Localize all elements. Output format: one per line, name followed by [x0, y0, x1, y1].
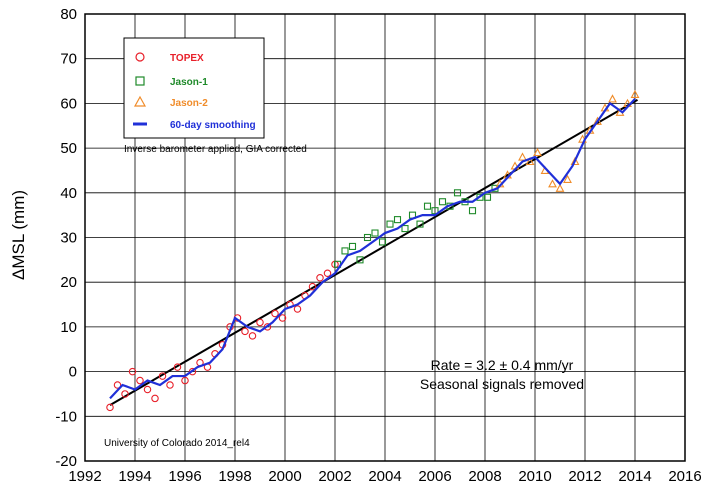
- point-topex: [248, 332, 257, 340]
- legend-jason1-label: Jason-1: [170, 77, 208, 88]
- y-axis-label: ΔMSL (mm): [9, 190, 28, 280]
- y-tick-label: 0: [69, 364, 77, 381]
- legend-topex-label: TOPEX: [170, 53, 204, 64]
- x-tick-label: 2006: [418, 468, 451, 485]
- legend-jason1-marker: [135, 76, 145, 86]
- point-jason-2: [630, 89, 640, 99]
- point-jason-1: [483, 193, 492, 201]
- point-topex: [188, 367, 197, 376]
- point-topex: [143, 385, 152, 394]
- point-jason-2: [518, 152, 527, 161]
- y-tick-label: 10: [60, 319, 77, 336]
- seasonal-annotation: Seasonal signals removed: [420, 376, 584, 392]
- point-jason-2: [570, 156, 580, 166]
- rate-annotation: Rate = 3.2 ± 0.4 mm/yr: [431, 357, 574, 373]
- x-tick-label: 2012: [568, 468, 601, 485]
- y-tick-label: 50: [60, 140, 77, 157]
- point-topex: [271, 309, 279, 318]
- point-jason-2: [555, 183, 565, 192]
- point-jason-1: [371, 229, 379, 237]
- y-tick-label: 80: [60, 6, 77, 23]
- x-tick-label: 2016: [668, 468, 701, 485]
- point-jason-2: [533, 147, 542, 157]
- legend-smoothing-label: 60-day smoothing: [170, 120, 256, 131]
- y-tick-label: 70: [60, 51, 77, 68]
- plot-frame: [84, 13, 686, 462]
- point-jason-1: [378, 238, 387, 246]
- point-jason-2: [563, 174, 572, 183]
- point-topex: [293, 305, 302, 313]
- point-topex: [173, 363, 182, 371]
- point-jason-1: [438, 198, 447, 206]
- point-topex: [128, 367, 137, 376]
- point-jason-2: [608, 94, 617, 103]
- x-tick-label: 2014: [618, 468, 651, 485]
- y-tick-label: 40: [60, 185, 77, 202]
- point-jason-1: [431, 207, 439, 215]
- point-jason-1: [341, 247, 349, 255]
- point-jason-1: [468, 207, 477, 215]
- legend-jason2-label: Jason-2: [170, 98, 208, 109]
- x-tick-label: 1992: [68, 468, 101, 485]
- point-topex: [241, 327, 249, 336]
- point-jason-2: [525, 156, 535, 166]
- point-topex: [278, 314, 287, 322]
- x-tick-label: 1998: [218, 468, 251, 485]
- point-topex: [113, 381, 122, 389]
- x-tick-label: 2010: [518, 468, 551, 485]
- point-jason-2: [548, 179, 557, 188]
- y-tick-label: 30: [60, 230, 77, 247]
- point-jason-1: [416, 220, 424, 228]
- point-jason-1: [393, 216, 402, 224]
- trend-line: [109, 98, 639, 406]
- point-topex: [263, 323, 272, 331]
- point-jason-1: [423, 202, 432, 210]
- y-tick-label: 60: [60, 95, 77, 112]
- legend-topex-marker: [135, 52, 145, 62]
- point-topex: [256, 318, 264, 327]
- point-topex: [308, 282, 317, 291]
- correction-note: Inverse barometer applied, GIA corrected: [124, 144, 307, 155]
- legend: TOPEX Jason-1 Jason-2 60-day smoothing: [123, 37, 265, 139]
- x-tick-label: 2002: [318, 468, 351, 485]
- point-topex: [181, 376, 189, 385]
- point-topex: [151, 394, 159, 403]
- source-annotation: University of Colorado 2014_rel4: [104, 438, 250, 449]
- x-tick-label: 2000: [268, 468, 301, 485]
- point-jason-1: [386, 220, 394, 228]
- x-tick-label: 1994: [118, 468, 151, 485]
- legend-jason2-marker: [133, 95, 147, 107]
- x-tick-label: 2004: [368, 468, 401, 485]
- y-tick-label: 20: [60, 274, 77, 291]
- point-topex: [106, 403, 114, 412]
- point-jason-1: [356, 256, 364, 264]
- point-topex: [323, 269, 332, 278]
- point-topex: [136, 376, 144, 385]
- x-tick-label: 2008: [468, 468, 501, 485]
- y-tick-label: -20: [55, 453, 77, 470]
- point-jason-1: [363, 233, 372, 242]
- point-topex: [316, 273, 324, 282]
- point-jason-1: [453, 189, 462, 197]
- point-topex: [158, 372, 167, 380]
- point-jason-1: [348, 242, 357, 250]
- point-topex: [166, 381, 174, 389]
- series-line-60-day-smoothing: [109, 98, 636, 400]
- point-jason-1: [401, 225, 409, 233]
- point-jason-2: [593, 116, 602, 125]
- x-tick-label: 1996: [168, 468, 201, 485]
- y-tick-label: -10: [55, 408, 77, 425]
- point-topex: [121, 390, 129, 398]
